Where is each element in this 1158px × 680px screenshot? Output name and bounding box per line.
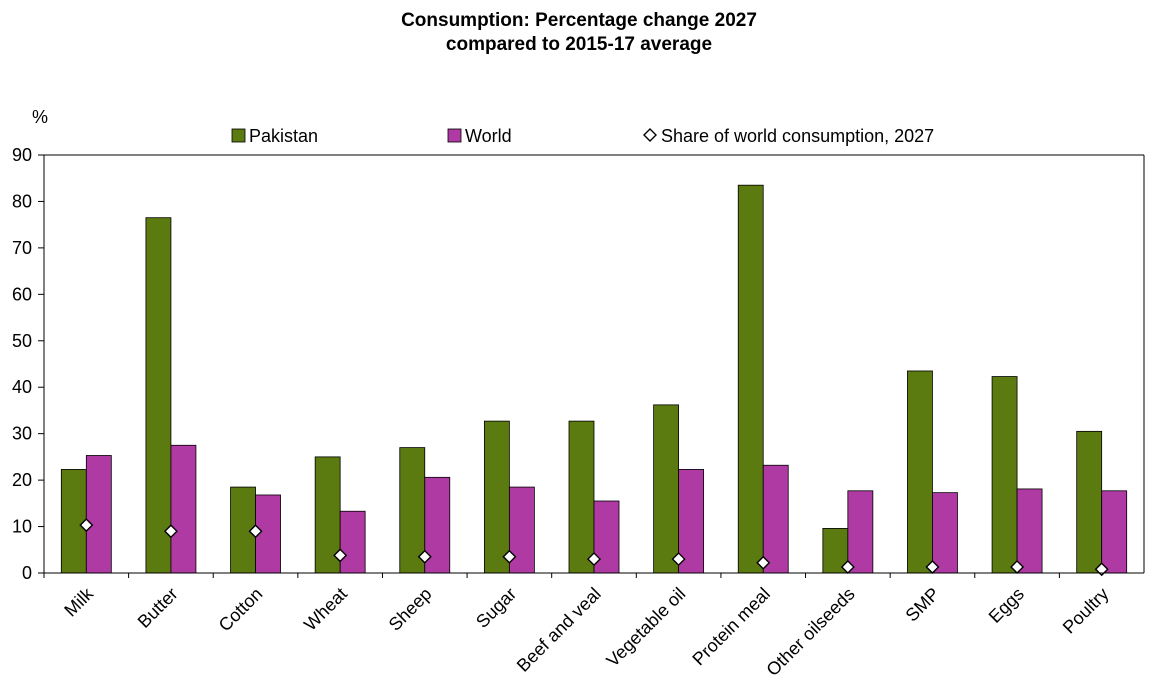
bar-pakistan bbox=[399, 447, 426, 574]
x-tick-label: Milk bbox=[60, 583, 97, 620]
x-tick-label: Sugar bbox=[472, 584, 520, 632]
y-axis: 0 10 20 30 40 50 60 70 80 90 bbox=[12, 145, 44, 583]
y-tick-label: 40 bbox=[12, 377, 32, 397]
bar-pakistan bbox=[907, 370, 933, 574]
x-tick-label: Beef and veal bbox=[513, 584, 605, 676]
bar-world bbox=[170, 444, 197, 574]
x-tick-label: Protein meal bbox=[688, 584, 774, 670]
x-tick-label: SMP bbox=[902, 584, 944, 626]
share-marker bbox=[417, 549, 432, 564]
legend: Pakistan World Share of world consumptio… bbox=[231, 126, 934, 146]
bar-world bbox=[508, 486, 535, 574]
y-tick-label: 20 bbox=[12, 470, 32, 490]
bar-pakistan bbox=[483, 420, 510, 574]
x-tick-label: Butter bbox=[134, 584, 182, 632]
bar-pakistan bbox=[568, 420, 595, 574]
bar-pakistan bbox=[737, 184, 764, 574]
y-tick-label: 60 bbox=[12, 284, 32, 304]
y-axis-unit: % bbox=[32, 107, 48, 127]
share-marker bbox=[248, 524, 263, 539]
x-tick-label: Poultry bbox=[1059, 584, 1113, 638]
bars bbox=[60, 184, 1128, 574]
bar-pakistan bbox=[991, 376, 1018, 574]
y-tick-label: 10 bbox=[12, 517, 32, 537]
bar-pakistan bbox=[1076, 430, 1103, 574]
share-marker bbox=[587, 552, 601, 567]
y-tick-label: 50 bbox=[12, 331, 32, 351]
bar-pakistan bbox=[653, 404, 680, 574]
bar-pakistan bbox=[145, 217, 172, 574]
bar-world bbox=[339, 510, 366, 574]
y-tick-label: 0 bbox=[22, 563, 32, 583]
legend-swatch-world bbox=[447, 128, 462, 143]
legend-label-world: World bbox=[465, 126, 512, 146]
y-tick-label: 70 bbox=[12, 238, 32, 258]
share-marker bbox=[163, 524, 178, 539]
bar-world bbox=[762, 464, 789, 574]
y-tick-label: 80 bbox=[12, 191, 32, 211]
x-tick-label: Wheat bbox=[300, 584, 351, 635]
x-tick-label: Cotton bbox=[215, 584, 267, 636]
y-tick-label: 90 bbox=[12, 145, 32, 165]
share-marker bbox=[1094, 562, 1109, 577]
share-marker bbox=[333, 548, 348, 563]
y-tick-label: 30 bbox=[12, 424, 32, 444]
bar-world bbox=[1101, 490, 1128, 574]
share-marker bbox=[79, 518, 94, 533]
x-tick-label: Vegetable oil bbox=[602, 584, 689, 671]
legend-label-share: Share of world consumption, 2027 bbox=[661, 126, 934, 146]
x-tick-label: Sheep bbox=[385, 584, 436, 635]
legend-marker-diamond bbox=[643, 128, 657, 142]
legend-swatch-pakistan bbox=[231, 128, 246, 143]
share-marker bbox=[756, 555, 771, 570]
chart-title-line2: compared to 2015-17 average bbox=[446, 34, 712, 55]
bar-world bbox=[932, 492, 958, 574]
share-marker bbox=[502, 549, 517, 564]
legend-label-pakistan: Pakistan bbox=[249, 126, 318, 146]
bar-world bbox=[85, 455, 112, 574]
bar-world bbox=[678, 469, 705, 574]
x-tick-label: Eggs bbox=[985, 584, 1028, 627]
bar-world bbox=[1016, 488, 1043, 574]
chart-title-line1: Consumption: Percentage change 2027 bbox=[401, 10, 757, 31]
share-marker bbox=[671, 552, 686, 567]
bar-pakistan bbox=[60, 469, 87, 574]
x-tick-label: Other oilseeds bbox=[762, 584, 858, 680]
bar-world bbox=[847, 490, 874, 574]
